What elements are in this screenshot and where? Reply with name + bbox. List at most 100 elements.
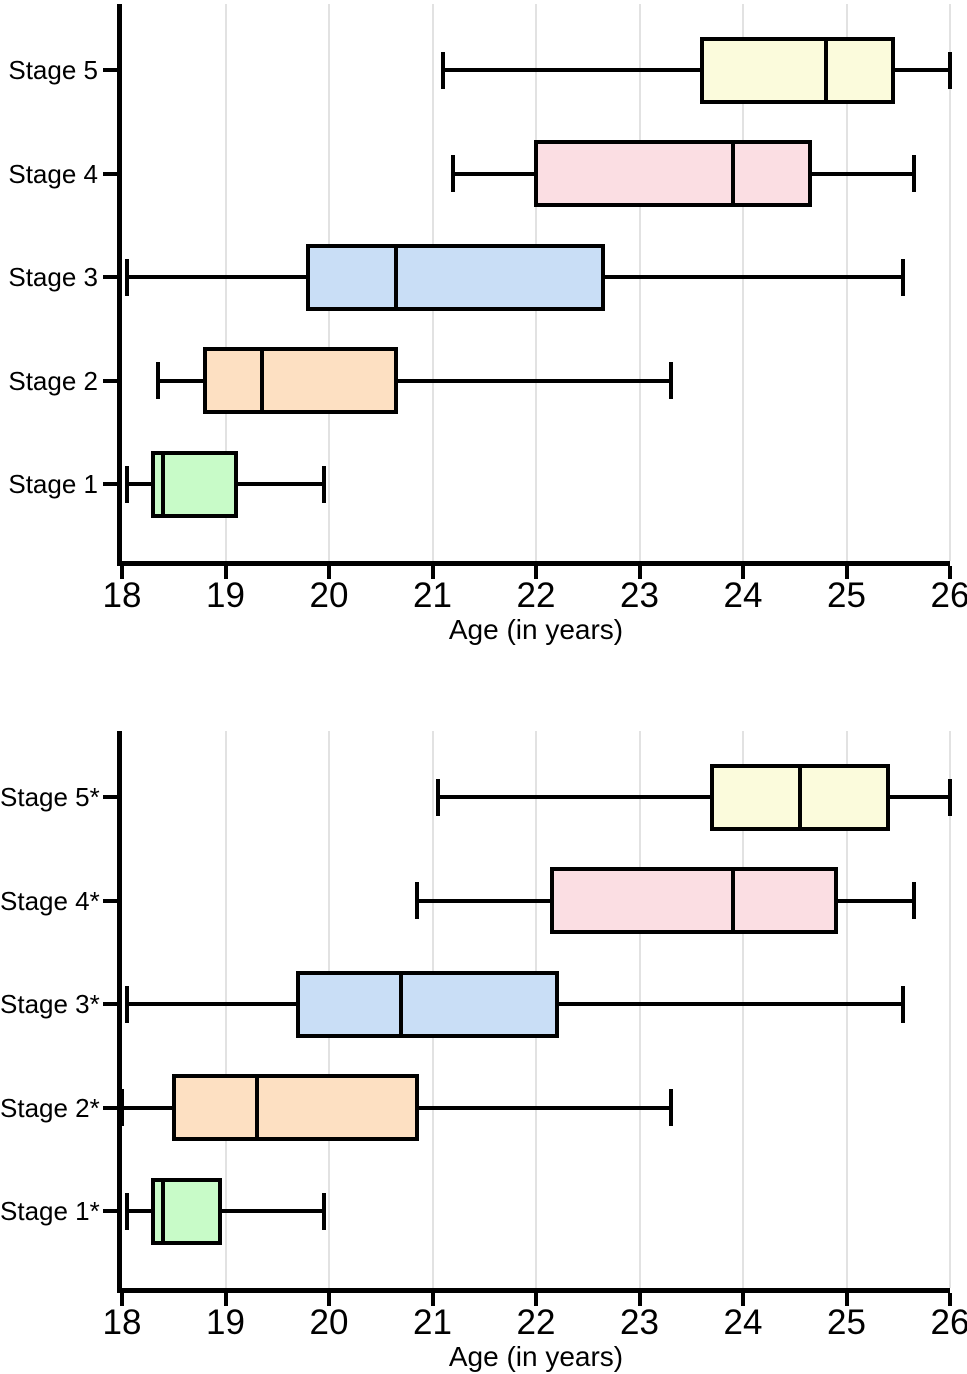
median-line-stage-2	[259, 347, 264, 415]
x-axis-tick-label: 22	[516, 576, 556, 615]
category-tick-stage-5	[103, 795, 117, 799]
x-axis-tick	[637, 566, 642, 579]
x-axis-tick	[430, 566, 435, 579]
category-tick-stage-1	[103, 1209, 117, 1214]
x-axis-tick-label: 23	[620, 1303, 659, 1342]
x-axis-tick	[120, 566, 124, 579]
x-axis-tick	[534, 566, 538, 579]
x-axis-tick-label: 25	[827, 576, 866, 615]
median-line-stage-5	[823, 36, 828, 104]
x-axis-tick	[844, 1293, 849, 1306]
whisker-cap-min-stage-1	[125, 1192, 130, 1230]
category-tick-stage-4	[103, 898, 117, 903]
x-axis-tick	[844, 566, 849, 579]
whisker-cap-max-stage-5	[948, 778, 952, 816]
x-axis-tick	[534, 1293, 538, 1306]
x-axis-tick-label: 26	[930, 1303, 967, 1342]
whisker-cap-min-stage-5	[435, 778, 440, 816]
gridline	[845, 4, 848, 561]
x-axis-tick	[741, 1293, 745, 1306]
category-tick-stage-5	[103, 68, 117, 72]
category-label-stage-1: Stage 1*	[0, 1196, 100, 1227]
gridline	[638, 4, 641, 561]
category-label-stage-4: Stage 4*	[0, 885, 100, 916]
whisker-line-stage-5	[442, 68, 950, 72]
whisker-cap-max-stage-3	[901, 258, 906, 296]
category-tick-stage-1	[103, 482, 117, 487]
gridline	[742, 731, 744, 1288]
category-label-stage-5: Stage 5	[8, 55, 98, 85]
whisker-cap-max-stage-1	[321, 1192, 326, 1230]
x-axis-tick-label: 20	[309, 1303, 349, 1342]
x-axis-tick-label: 21	[413, 1303, 452, 1342]
plot-area	[117, 731, 952, 1293]
category-tick-stage-2	[103, 378, 117, 383]
whisker-cap-max-stage-1	[321, 465, 326, 503]
median-line-stage-5	[797, 763, 802, 831]
box-stage-4	[549, 867, 839, 935]
box-stage-4	[534, 140, 813, 208]
gridline	[845, 731, 848, 1288]
whisker-cap-min-stage-4	[451, 155, 456, 193]
gridline	[949, 731, 951, 1288]
x-axis-tick-label: 19	[206, 576, 245, 615]
gridline	[224, 731, 227, 1288]
whisker-cap-min-stage-3	[125, 258, 130, 296]
whisker-cap-max-stage-3	[901, 985, 906, 1023]
x-axis-tick	[637, 1293, 642, 1306]
category-label-stage-2: Stage 2*	[0, 1092, 100, 1123]
box-stage-1	[151, 450, 238, 518]
x-axis-tick	[741, 566, 745, 579]
x-axis-tick-label: 25	[827, 1303, 866, 1342]
category-tick-stage-3	[103, 1002, 117, 1007]
x-axis-tick	[120, 1293, 124, 1306]
x-axis-title: Age (in years)	[448, 614, 624, 645]
x-axis-tick-label: 18	[102, 1303, 142, 1342]
median-line-stage-3	[394, 243, 399, 311]
gridline	[742, 4, 744, 561]
median-line-stage-4	[730, 140, 735, 208]
x-axis-tick	[327, 1293, 331, 1306]
x-axis-tick-label: 21	[413, 576, 452, 615]
x-axis-tick	[223, 1293, 228, 1306]
whisker-cap-max-stage-2	[668, 362, 673, 400]
category-label-stage-2: Stage 2	[8, 365, 98, 396]
whisker-cap-min-stage-2	[156, 362, 161, 400]
median-line-stage-4	[730, 867, 735, 935]
whisker-line-stage-5	[437, 795, 950, 799]
whisker-cap-max-stage-2	[668, 1089, 673, 1127]
category-tick-stage-4	[103, 171, 117, 176]
x-axis-tick-label: 24	[723, 576, 763, 615]
whisker-line-stage-2	[158, 378, 671, 383]
median-line-stage-2	[254, 1074, 259, 1142]
category-label-stage-5: Stage 5*	[0, 782, 100, 812]
x-axis-tick	[948, 1293, 952, 1306]
category-tick-stage-3	[103, 275, 117, 280]
gridline	[949, 4, 951, 561]
category-tick-stage-2	[103, 1105, 117, 1110]
x-axis-tick-label: 19	[206, 1303, 245, 1342]
category-label-stage-3: Stage 3*	[0, 989, 100, 1020]
boxplot-chart-bottom: Age (in years) Stage 5* Stage 4* Stage 3* S…	[0, 727, 967, 1374]
x-axis-tick-label: 26	[930, 576, 967, 615]
median-line-stage-1	[161, 450, 166, 518]
x-axis-tick-label: 22	[516, 1303, 556, 1342]
box-stage-5	[699, 36, 896, 104]
x-axis-tick-label: 24	[723, 1303, 763, 1342]
x-axis-tick	[223, 566, 228, 579]
x-axis-tick	[948, 566, 952, 579]
x-axis-tick-label: 18	[102, 576, 142, 615]
median-line-stage-3	[399, 970, 404, 1038]
whisker-cap-min-stage-3	[125, 985, 130, 1023]
boxplot-chart-top: Age (in years) Stage 5 Stage 4 Stage 3 Stag…	[8, 4, 967, 645]
whisker-cap-min-stage-2	[120, 1089, 124, 1127]
gridline	[224, 4, 227, 561]
plot-area	[117, 4, 952, 566]
whisker-cap-max-stage-4	[911, 155, 916, 193]
box-stage-2	[202, 347, 399, 415]
x-axis-tick-label: 20	[309, 576, 349, 615]
box-stage-3	[295, 970, 559, 1038]
whisker-cap-min-stage-5	[440, 51, 445, 89]
box-stage-2	[171, 1074, 419, 1142]
